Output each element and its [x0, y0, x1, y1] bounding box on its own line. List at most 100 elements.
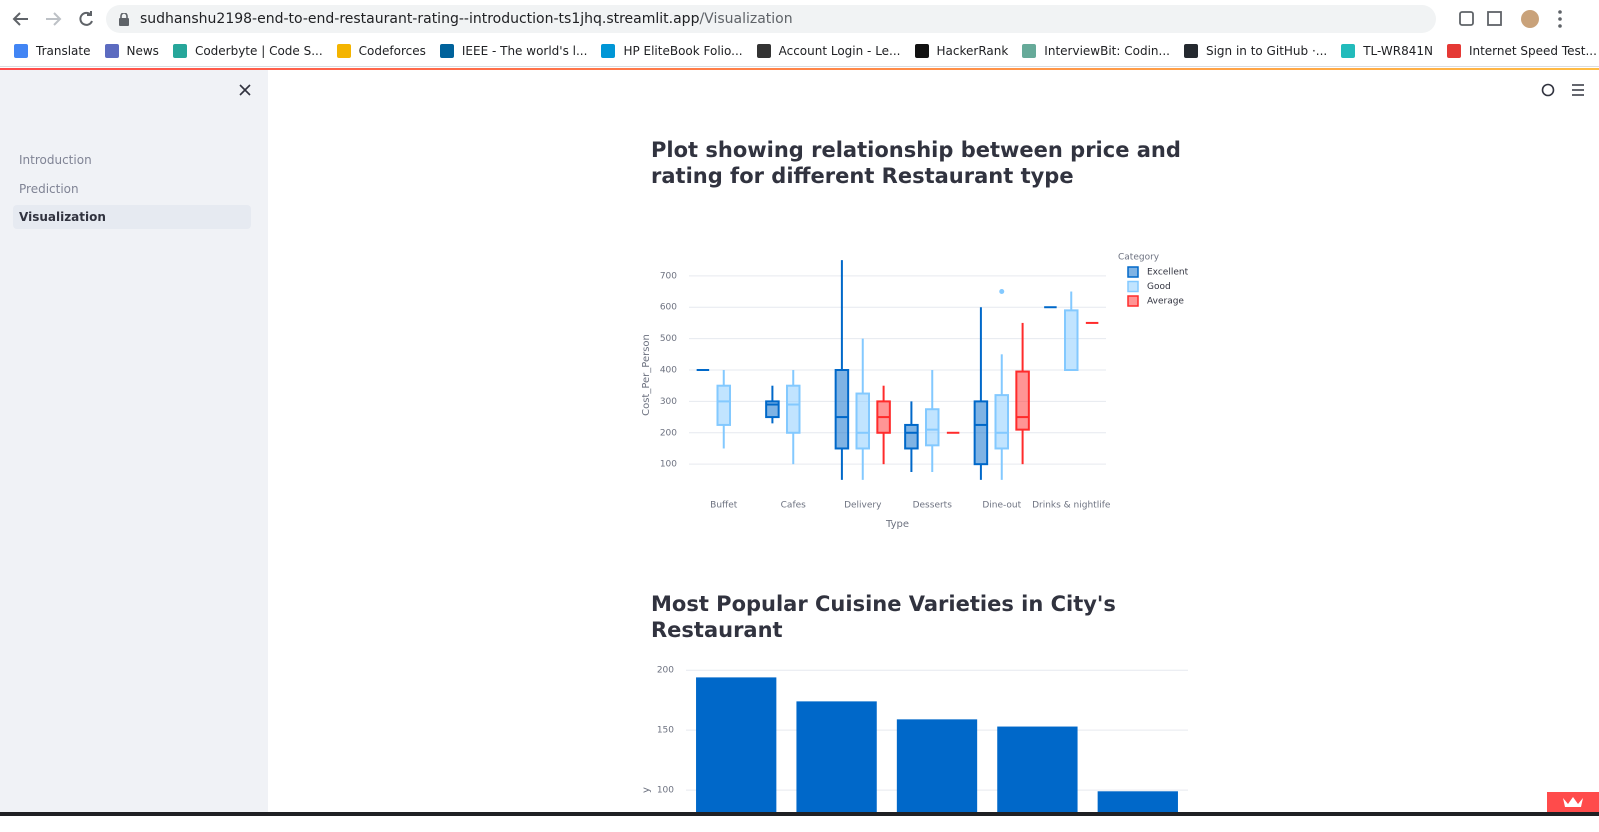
- box-group: [1015, 322, 1030, 465]
- bookmark[interactable]: InterviewBit: Codin...: [1022, 38, 1170, 64]
- bookmark[interactable]: Coderbyte | Code S...: [172, 38, 323, 64]
- x-tick-label: Drinks & nightlife: [1032, 501, 1111, 511]
- hamburger-menu[interactable]: [1572, 84, 1584, 96]
- box-group: [1063, 291, 1079, 372]
- box: [924, 408, 940, 447]
- bookmark-label: Account Login - Le...: [778, 44, 901, 58]
- zoom-icon[interactable]: [1459, 11, 1474, 26]
- bookmark-label: IEEE - The world's l...: [461, 44, 588, 58]
- legend-swatch: [1127, 266, 1139, 278]
- y-axis-title: Cost_Per_Person: [641, 334, 652, 416]
- bookmark[interactable]: HackerRank: [914, 38, 1009, 64]
- bookmark[interactable]: Account Login - Le...: [756, 38, 901, 64]
- box: [994, 394, 1010, 450]
- favicon: [439, 44, 454, 58]
- forward-button[interactable]: [46, 12, 62, 26]
- favicon: [336, 44, 351, 58]
- favicon: [1446, 44, 1461, 58]
- chart-title: Plot showing relationship between price …: [651, 138, 1181, 188]
- bookmark[interactable]: Codeforces: [336, 38, 426, 64]
- menu-icon[interactable]: [1558, 10, 1562, 28]
- bookmark-label: Internet Speed Test...: [1468, 44, 1597, 58]
- favicon: [172, 44, 187, 58]
- box-group: [716, 370, 732, 449]
- box-group: [785, 370, 801, 465]
- bar: [796, 701, 877, 812]
- reload-button[interactable]: [79, 11, 93, 26]
- nav-link[interactable]: Introduction: [19, 153, 92, 167]
- box-group: [855, 338, 871, 480]
- back-button[interactable]: [12, 12, 28, 26]
- bookmark[interactable]: Translate: [14, 38, 91, 64]
- bookmark-label: News: [126, 44, 159, 58]
- profile-avatar[interactable]: [1521, 10, 1539, 28]
- header-decoration: [0, 68, 1599, 70]
- streamlit-badge[interactable]: [1547, 792, 1599, 828]
- taskbar-edge: [0, 812, 1599, 832]
- nav-link-active[interactable]: Visualization: [13, 205, 251, 229]
- bookmark[interactable]: IEEE - The world's l...: [439, 38, 588, 64]
- y-tick-label: 400: [660, 366, 677, 376]
- favicon: [1022, 44, 1037, 58]
- y-tick-label: 200: [657, 666, 674, 676]
- y-tick-label: 600: [660, 303, 677, 313]
- bookmark-label: Sign in to GitHub ·...: [1205, 44, 1328, 58]
- box: [973, 400, 989, 466]
- bookmark[interactable]: TL-WR841N: [1341, 38, 1433, 64]
- bookmark-label: TL-WR841N: [1363, 44, 1433, 58]
- bookmark[interactable]: News: [104, 38, 159, 64]
- box: [785, 384, 801, 434]
- sidebar: Introduction Prediction Visualization: [0, 70, 268, 812]
- bookmark[interactable]: Internet Speed Test...: [1446, 38, 1597, 64]
- bookmark-label: Coderbyte | Code S...: [194, 44, 323, 58]
- address-bar[interactable]: sudhanshu2198-end-to-end-restaurant-rati…: [106, 5, 1436, 33]
- box-group: [994, 289, 1010, 480]
- x-tick-label: Cafes: [781, 501, 807, 511]
- favicon: [14, 44, 28, 58]
- box-group: [765, 385, 780, 424]
- favicon: [104, 44, 119, 58]
- box-group: [924, 370, 940, 473]
- y-tick-label: 500: [660, 334, 677, 344]
- y-tick-label: 100: [657, 786, 674, 796]
- box-group: [876, 385, 891, 465]
- legend-label: Average: [1147, 297, 1184, 307]
- box: [1063, 309, 1079, 372]
- legend-swatch: [1127, 280, 1139, 293]
- favicon: [1341, 44, 1356, 58]
- legend-label: Good: [1147, 282, 1171, 292]
- nav-buttons: [12, 11, 93, 26]
- x-tick-label: Buffet: [710, 501, 738, 511]
- box-group: [904, 401, 919, 473]
- favicon: [756, 44, 771, 58]
- bookmark-label: Codeforces: [358, 44, 426, 58]
- bar: [696, 677, 777, 812]
- github-icon[interactable]: [1541, 83, 1555, 97]
- box: [834, 369, 850, 450]
- box-group: [834, 260, 850, 480]
- charts: 100 200 300 400 500 600 700 Buffet Cafes Delivery…: [641, 253, 1189, 812]
- url-path: /Visualization: [699, 11, 793, 27]
- bar: [997, 726, 1078, 812]
- bookmark[interactable]: Sign in to GitHub ·...: [1183, 38, 1328, 64]
- sidebar-icon[interactable]: [1487, 11, 1502, 26]
- legend-title: Category: [1118, 253, 1160, 263]
- bookmark-label: HackerRank: [936, 44, 1009, 58]
- url-host: sudhanshu2198-end-to-end-restaurant-rati…: [140, 11, 700, 27]
- nav-link[interactable]: Prediction: [19, 182, 79, 196]
- box: [1015, 370, 1030, 431]
- favicon: [1183, 44, 1198, 58]
- x-tick-label: Desserts: [913, 501, 953, 511]
- toolbar-icons: [1459, 10, 1562, 28]
- y-tick-label: 150: [657, 726, 674, 736]
- close-sidebar[interactable]: [238, 83, 252, 97]
- outlier: [999, 289, 1005, 295]
- box: [855, 392, 871, 450]
- bookmark[interactable]: HP EliteBook Folio...: [601, 38, 743, 64]
- y-axis-title: y: [641, 787, 652, 793]
- legend-swatch: [1127, 295, 1139, 307]
- favicon: [914, 44, 929, 58]
- legend-label: Excellent: [1147, 268, 1189, 278]
- favicon: [601, 44, 616, 58]
